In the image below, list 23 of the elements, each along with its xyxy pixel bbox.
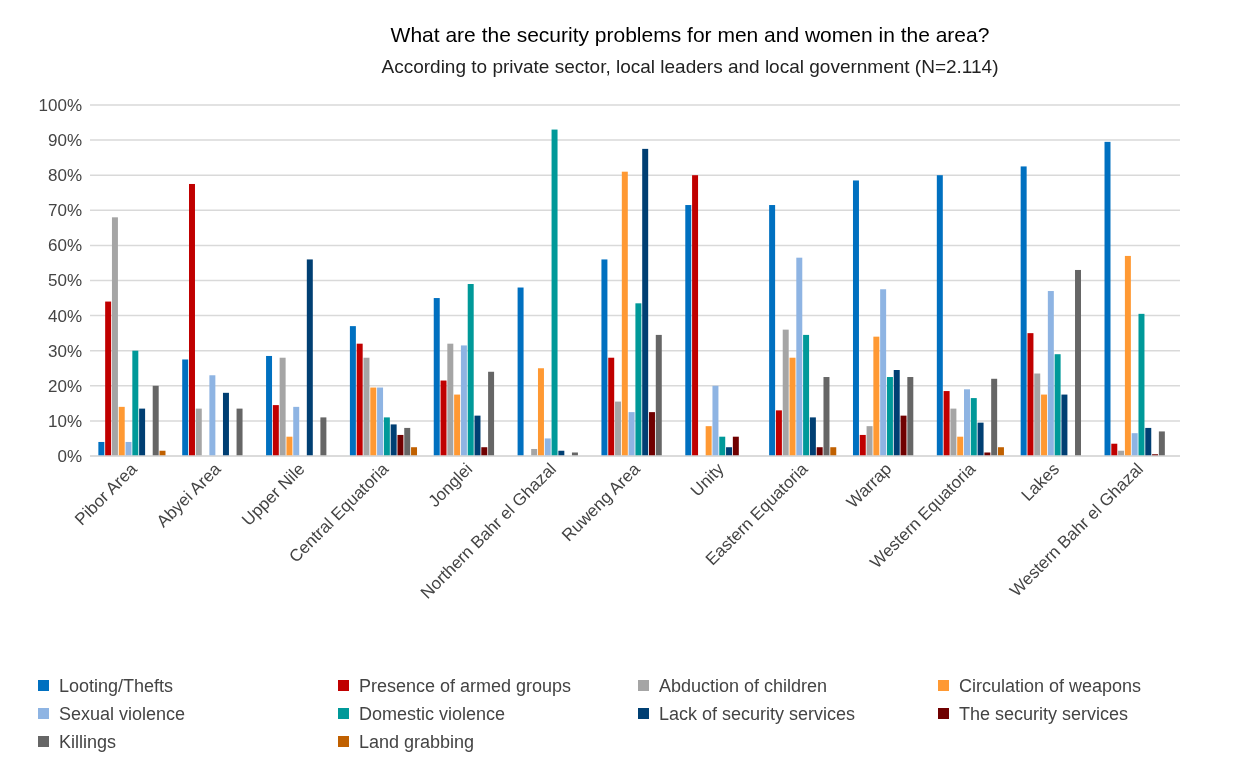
legend-label: Presence of armed groups	[359, 676, 572, 697]
legend-label: Killings	[59, 732, 117, 753]
chart-subtitle: According to private sector, local leaders and local government (N=2.114)	[381, 56, 999, 77]
y-tick-label: 50%	[47, 271, 82, 291]
y-tick-label: 80%	[47, 166, 82, 186]
y-tick-label: 40%	[47, 306, 82, 326]
legend-label: Domestic violence	[359, 704, 506, 725]
legend-label: Looting/Thefts	[59, 676, 174, 697]
legend-label: Circulation of weapons	[959, 676, 1142, 697]
legend-label: Land grabbing	[359, 732, 475, 753]
y-tick-label: 100%	[38, 95, 82, 115]
y-tick-label: 70%	[47, 201, 82, 221]
chart-title: What are the security problems for men and women in the area?	[390, 23, 990, 46]
legend-label: Lack of security services	[659, 704, 856, 725]
y-tick-label: 10%	[47, 411, 82, 431]
legend-label: The security services	[959, 704, 1129, 725]
y-tick-label: 60%	[47, 236, 82, 256]
y-tick-label: 90%	[47, 131, 82, 151]
y-tick-label: 30%	[47, 341, 82, 361]
y-tick-label: 20%	[47, 376, 82, 396]
legend-label: Abduction of children	[659, 676, 828, 697]
legend-label: Sexual violence	[59, 704, 186, 725]
y-tick-label: 0%	[57, 446, 82, 466]
